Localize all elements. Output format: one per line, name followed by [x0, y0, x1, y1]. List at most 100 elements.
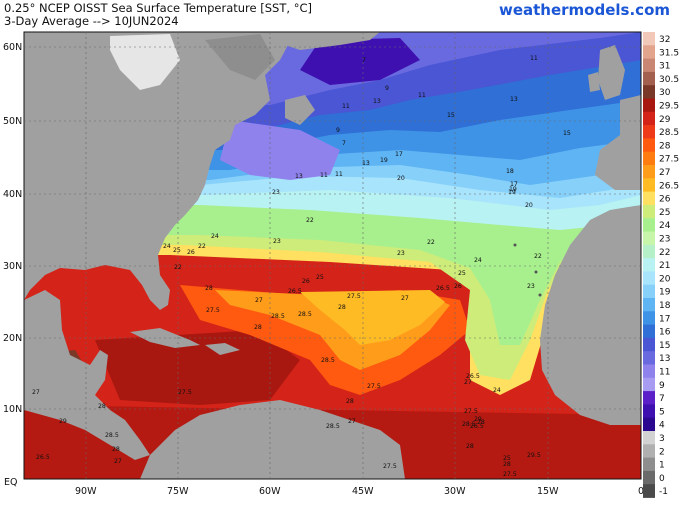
colorbar-label: 4: [659, 421, 665, 431]
contour-label: 28: [477, 419, 485, 426]
ireland: [588, 72, 600, 92]
warm-yellow: [300, 290, 445, 345]
contour-label: 22: [198, 243, 206, 250]
colorbar-swatch: [643, 404, 655, 419]
colorbar-swatch: [643, 125, 655, 139]
contour-label: 20: [525, 202, 533, 209]
contour-label: 25: [458, 270, 466, 277]
contour-label: 26.5: [288, 288, 302, 295]
colorbar-swatch: [643, 151, 655, 166]
lon-label: 60W: [259, 486, 281, 497]
colorbar-label: 21: [659, 261, 670, 271]
azores-islands: [513, 243, 517, 247]
colorbar-swatch: [643, 178, 655, 192]
contour-label: 22: [427, 239, 435, 246]
contour-label: 22: [534, 253, 542, 260]
colorbar-label: 20: [659, 274, 671, 284]
newfoundland: [285, 95, 315, 125]
colorbar-swatch: [643, 444, 655, 458]
contour-label: 7: [342, 140, 346, 147]
colorbar-swatch: [643, 431, 655, 445]
greenland: [270, 32, 380, 50]
colorbar-swatch: [643, 324, 655, 339]
sst-field: [24, 32, 641, 479]
contour-label: 27.5: [206, 307, 220, 314]
contour-label: 24: [211, 233, 219, 240]
contour-label: 19: [508, 189, 516, 196]
lon-label: 75W: [167, 486, 189, 497]
colorbar-label: 24: [659, 221, 671, 231]
contour-label: 26: [302, 278, 310, 285]
hudson-bay: [110, 34, 180, 90]
lat-label: 40N: [3, 189, 22, 200]
contour-label: 13: [510, 96, 518, 103]
contour-label: 27.5: [464, 408, 478, 415]
colorbar-label: 15: [659, 341, 670, 351]
colorbar-swatch: [643, 165, 655, 179]
contour-label: 27: [401, 295, 409, 302]
contour-label: 27: [32, 389, 40, 396]
colorbar-label: 9: [659, 381, 665, 391]
contour-label: 28: [98, 403, 106, 410]
contour-label: 27: [255, 297, 263, 304]
lon-label: 45W: [352, 486, 374, 497]
contour-label: 28.5: [105, 432, 119, 439]
colorbar-label: 22: [659, 248, 670, 258]
contour-label: 9: [385, 85, 389, 92]
contour-label: 26.5: [466, 373, 480, 380]
colorbar-swatch: [643, 364, 655, 379]
colorbar: 3231.53130.53029.52928.52827.52726.52625…: [643, 32, 679, 498]
contour-label: 23: [272, 189, 280, 196]
contour-label: 28: [346, 398, 354, 405]
colorbar-swatch: [643, 71, 655, 86]
contour-label: 27.5: [347, 293, 361, 300]
contour-label: 27.5: [178, 389, 192, 396]
colorbar-swatch: [643, 98, 655, 113]
contour-label: 28: [338, 304, 346, 311]
colorbar-label: 11: [659, 368, 670, 378]
contour-label: 29: [59, 418, 67, 425]
contour-label: 28: [254, 324, 262, 331]
contour-label: 26.5: [470, 423, 484, 430]
colorbar-label: 13: [659, 354, 670, 364]
contour-label: 20: [397, 175, 405, 182]
contour-label: 28: [503, 461, 511, 468]
contour-label: 25: [173, 247, 181, 254]
colorbar-label: 29: [659, 115, 671, 125]
contour-label: 27: [348, 418, 356, 425]
colorbar-label: 30.5: [659, 75, 679, 85]
south-america: [140, 400, 405, 479]
contour-label: 9: [336, 127, 340, 134]
colorbar-swatch: [643, 32, 655, 46]
madeira: [534, 270, 538, 274]
lon-label: 0: [638, 486, 644, 497]
colorbar-label: 31: [659, 62, 670, 72]
lat-label: 30N: [3, 261, 22, 272]
contour-label: 17: [395, 151, 403, 158]
colorbar-label: -1: [659, 487, 668, 497]
colorbar-label: 27.5: [659, 155, 679, 165]
colorbar-label: 31.5: [659, 48, 679, 58]
contour-label: 28.5: [321, 357, 335, 364]
contour-label: 26: [454, 283, 462, 290]
lat-label: 20N: [3, 333, 22, 344]
lon-label: 30W: [444, 486, 466, 497]
contour-label: 28: [466, 443, 474, 450]
contour-label: 29.5: [527, 452, 541, 459]
contour-label: 26.5: [436, 285, 450, 292]
contour-label: 27: [114, 458, 122, 465]
contour-label: 25: [316, 274, 324, 281]
hispaniola: [205, 343, 240, 355]
contour-label: 7: [362, 57, 366, 64]
quebec-cold-land: [205, 34, 275, 80]
contour-label: 22: [306, 217, 314, 224]
brand-link[interactable]: weathermodels.com: [498, 1, 670, 19]
contour-label: 15: [563, 130, 571, 137]
iberia: [595, 95, 641, 190]
contour-label: 13: [295, 173, 303, 180]
colorbar-swatch: [643, 58, 655, 73]
contour-label: 22: [174, 264, 182, 271]
central-america: [24, 395, 150, 460]
colorbar-label: 28: [659, 141, 671, 151]
